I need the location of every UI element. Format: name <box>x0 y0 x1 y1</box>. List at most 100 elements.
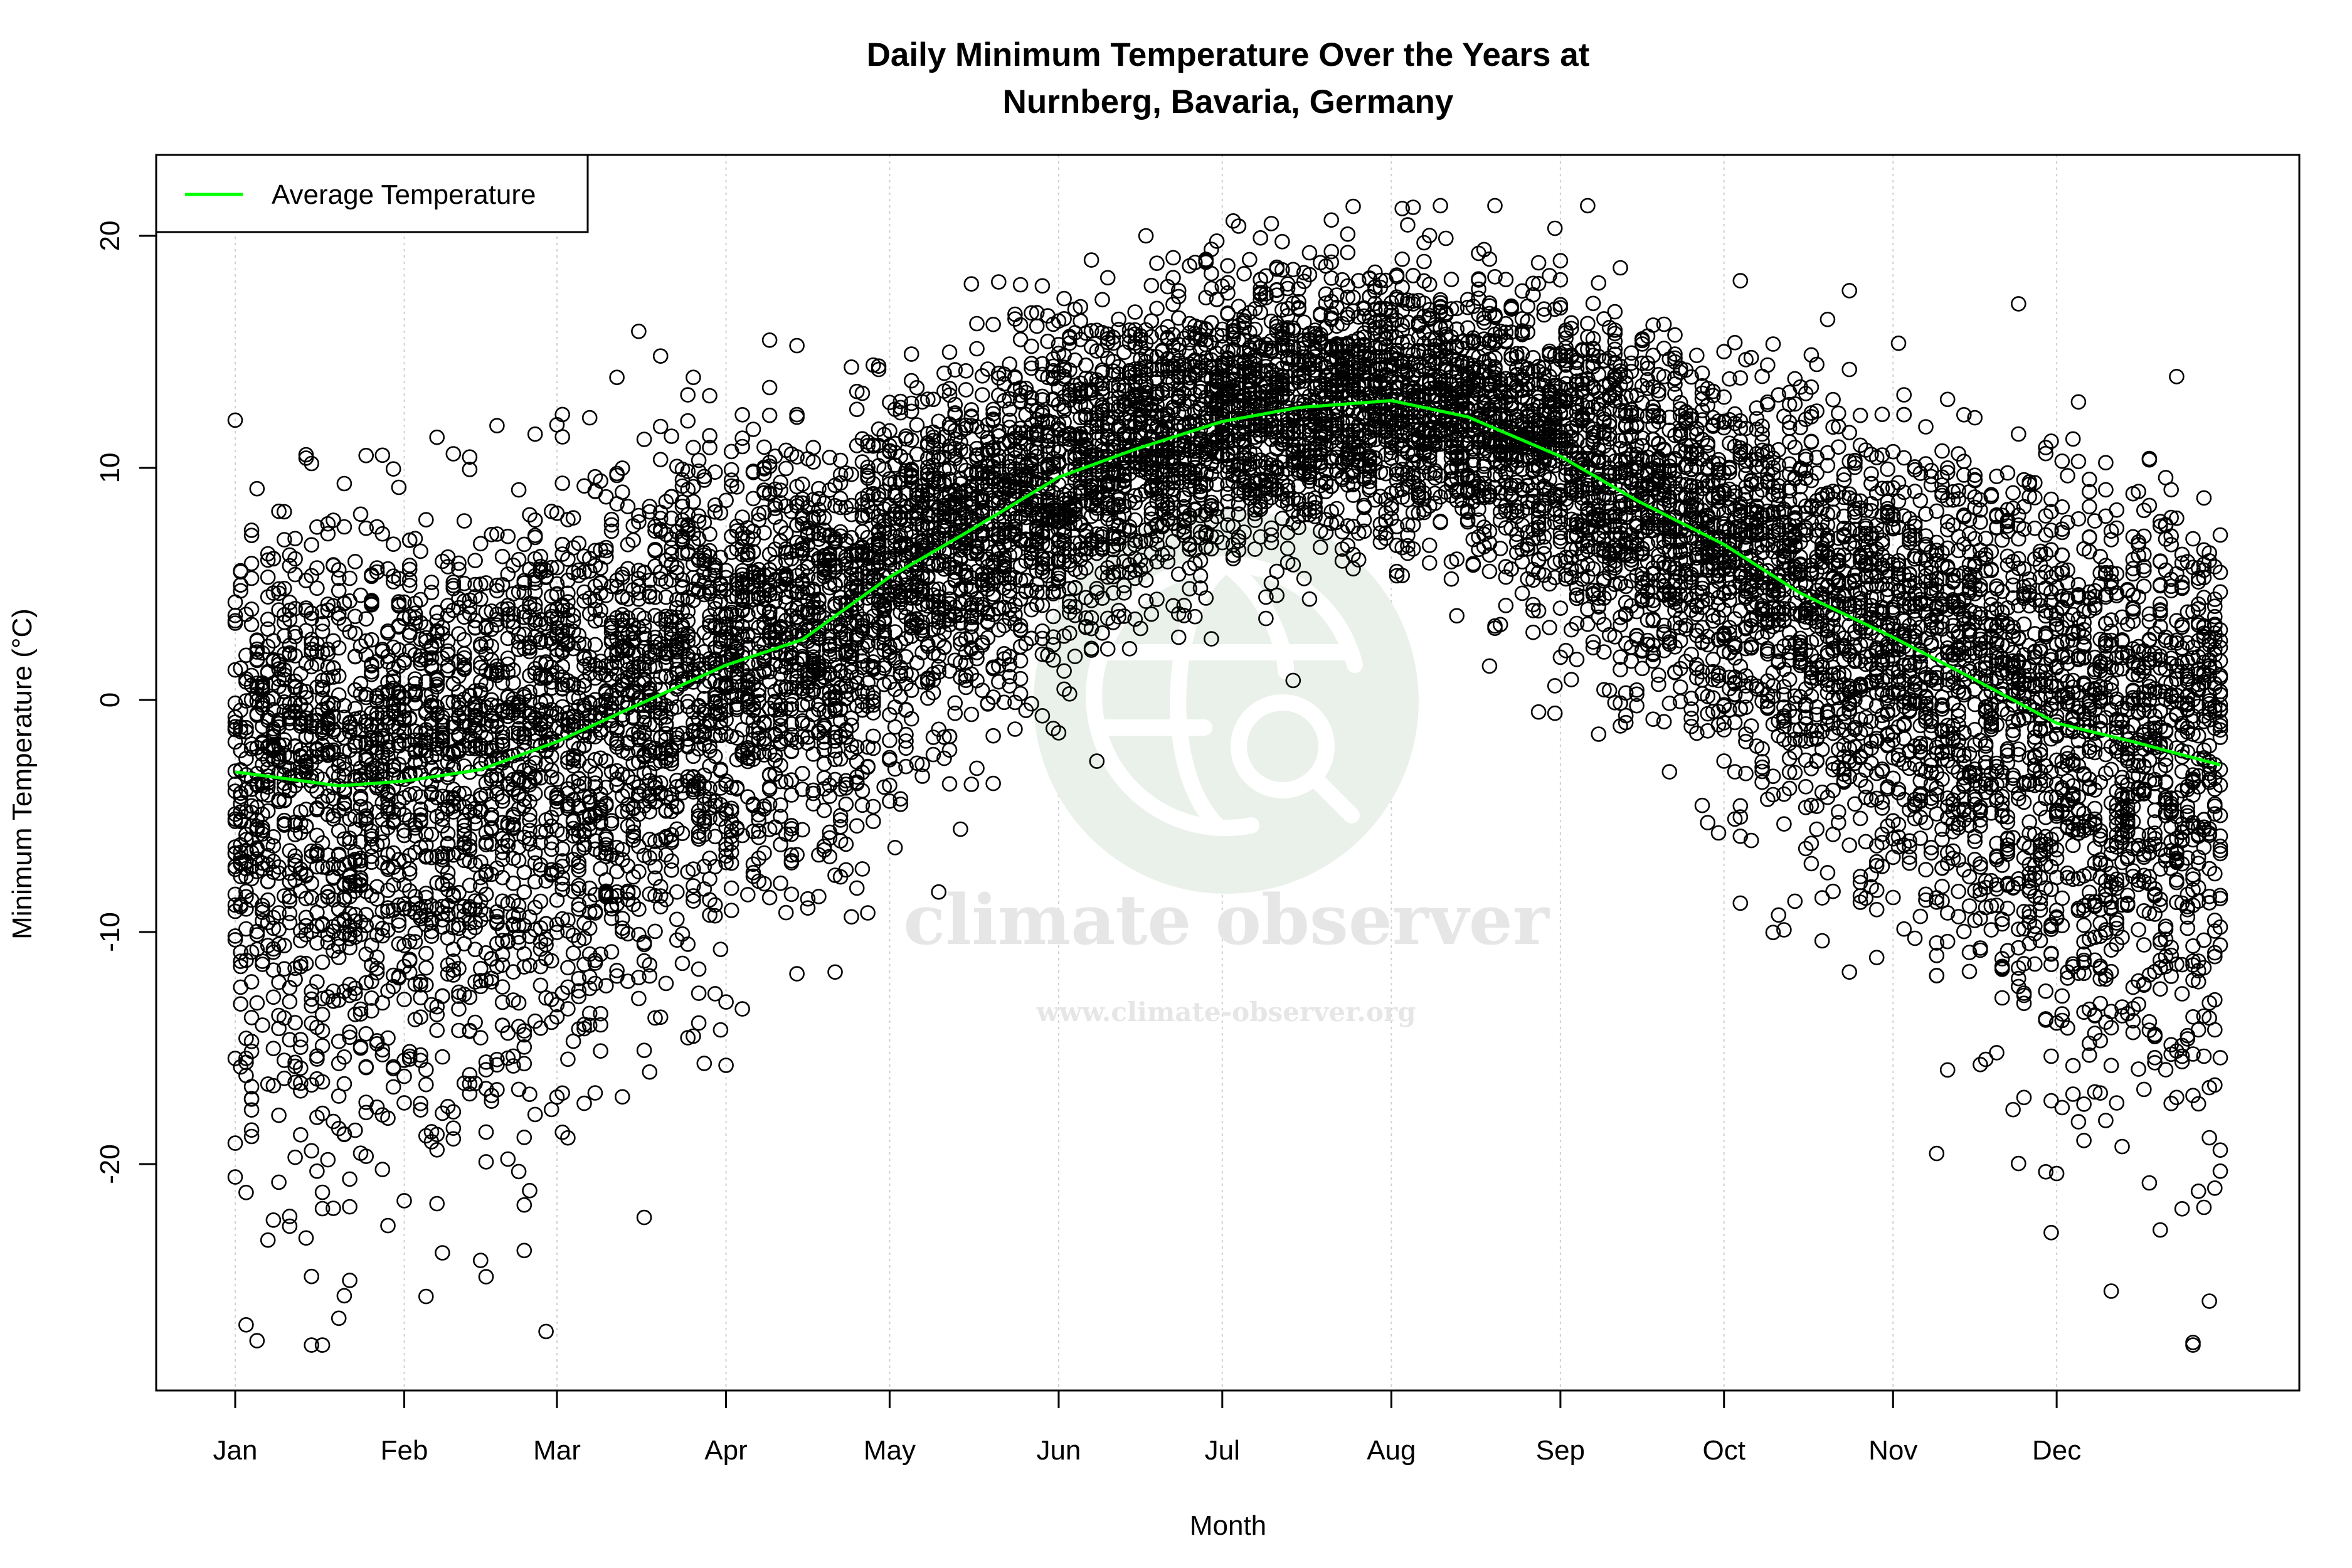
scatter-point <box>2016 995 2032 1011</box>
scatter-point <box>866 357 881 373</box>
scatter-point <box>445 675 462 692</box>
scatter-point <box>407 934 423 950</box>
scatter-point <box>2011 921 2026 937</box>
scatter-point <box>478 1124 494 1140</box>
scatter-point <box>756 845 772 861</box>
scatter-point <box>745 856 761 872</box>
scatter-point <box>1907 484 1923 499</box>
scatter-point <box>364 1003 379 1019</box>
scatter-point <box>1918 862 1934 877</box>
scatter-point <box>800 891 816 907</box>
scatter-point <box>1803 835 1820 851</box>
scatter-point <box>2158 921 2174 937</box>
scatter-point <box>631 990 647 1007</box>
scatter-point <box>1798 752 1814 768</box>
scatter-point <box>1661 764 1678 780</box>
scatter-point <box>2114 1138 2130 1155</box>
scatter-point <box>227 615 243 631</box>
scatter-point <box>723 903 739 918</box>
scatter-point <box>1934 477 1950 493</box>
scatter-point <box>418 946 434 961</box>
scatter-point <box>500 1151 516 1167</box>
scatter-point <box>506 1048 521 1064</box>
scatter-point <box>2098 746 2114 763</box>
scatter-point <box>2082 499 2097 515</box>
scatter-point <box>1481 658 1498 674</box>
scatter-point <box>603 523 620 539</box>
scatter-point <box>1945 843 1961 859</box>
scatter-point <box>1062 593 1078 610</box>
scatter-point <box>1961 898 1978 914</box>
scatter-point <box>963 402 980 418</box>
scatter-point <box>314 623 331 639</box>
scatter-point <box>309 580 325 596</box>
scatter-point <box>396 1095 412 1111</box>
scatter-point <box>516 884 532 900</box>
scatter-point <box>2207 1180 2223 1196</box>
scatter-point <box>882 423 898 439</box>
scatter-point <box>1476 456 1492 472</box>
scatter-point <box>1542 620 1557 635</box>
scatter-point <box>2158 918 2174 935</box>
scatter-point <box>1885 889 1901 906</box>
scatter-point <box>1771 442 1786 458</box>
scatter-point <box>282 993 298 1010</box>
scatter-point <box>963 409 980 425</box>
scatter-point <box>1781 780 1798 797</box>
scatter-point <box>702 743 718 759</box>
scatter-point <box>1863 867 1879 882</box>
scatter-point <box>1929 948 1945 963</box>
scatter-point <box>1443 272 1459 287</box>
scatter-point <box>532 977 549 993</box>
scatter-point <box>276 938 292 953</box>
scatter-point <box>789 337 805 354</box>
scatter-point <box>1530 255 1547 271</box>
scatter-point <box>941 344 958 360</box>
scatter-point <box>664 428 679 444</box>
scatter-point <box>1831 405 1846 421</box>
scatter-point <box>953 442 968 458</box>
scatter-point <box>2054 453 2070 469</box>
scatter-point <box>2196 742 2212 758</box>
scatter-point <box>1967 737 1983 753</box>
scatter-point <box>1722 464 1737 480</box>
scatter-point <box>1852 407 1868 423</box>
scatter-point <box>620 561 636 577</box>
scatter-point <box>1852 810 1868 827</box>
scatter-point <box>1912 908 1929 924</box>
scatter-point <box>1263 527 1279 543</box>
scatter-point <box>413 1047 428 1063</box>
scatter-point <box>1525 572 1541 588</box>
scatter-point <box>1105 335 1121 351</box>
scatter-point <box>2119 887 2136 903</box>
scatter-point <box>227 1169 243 1185</box>
scatter-point <box>1820 457 1836 474</box>
scatter-point <box>374 1162 391 1177</box>
scatter-point <box>298 918 314 934</box>
globe-magnifier-icon <box>1086 556 1363 836</box>
scatter-point <box>233 1059 249 1075</box>
chart-title-line-2: Nurnberg, Bavaria, Germany <box>1003 83 1454 120</box>
scatter-point <box>1798 779 1814 795</box>
scatter-point <box>1083 252 1099 268</box>
scatter-point <box>1258 286 1274 302</box>
scatter-point <box>2011 1155 2026 1172</box>
scatter-point <box>756 731 772 746</box>
scatter-point <box>1389 568 1405 584</box>
scatter-point <box>587 1085 603 1101</box>
scatter-point <box>1820 865 1836 881</box>
scatter-point <box>1569 652 1585 667</box>
scatter-point <box>647 870 663 886</box>
scatter-point <box>2196 1199 2212 1216</box>
scatter-point <box>614 911 630 926</box>
scatter-point <box>1149 255 1165 272</box>
scatter-point <box>1978 1051 1994 1067</box>
scatter-point <box>2005 1101 2021 1118</box>
scatter-point <box>1471 271 1486 287</box>
scatter-point <box>723 478 739 494</box>
watermark: climate observer www.climate-observer.or… <box>903 509 1550 1027</box>
scatter-point <box>527 899 543 916</box>
scatter-point <box>974 387 990 403</box>
scatter-point <box>1007 721 1023 737</box>
